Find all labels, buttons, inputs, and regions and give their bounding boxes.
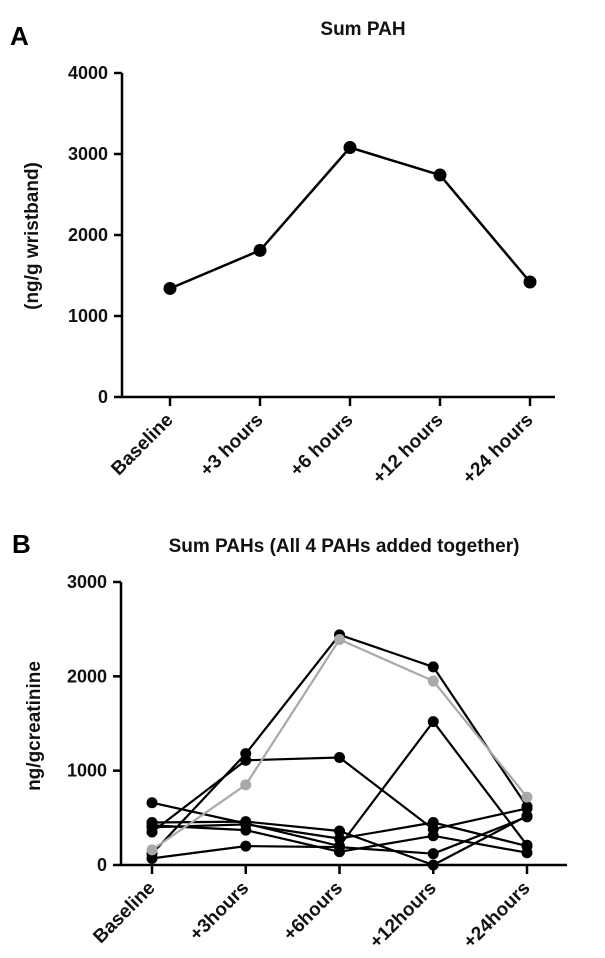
- chart-1-series-3-point: [427, 859, 439, 871]
- chart-1-series-7-point: [334, 846, 345, 858]
- panel-a-letter: A: [10, 21, 29, 51]
- panel-b: B Sum PAHs (All 4 PAHs added together) n…: [12, 529, 567, 953]
- chart-0-y-tick-label: 2000: [68, 225, 108, 245]
- chart-1-series-5-point: [334, 833, 345, 845]
- chart-1-series-2-point: [521, 802, 533, 814]
- chart-1-series-7-point: [240, 824, 252, 836]
- chart-1-series-5-point: [427, 817, 439, 829]
- chart-1-series-1-point: [521, 791, 533, 803]
- chart-1-x-tick-label: Baseline: [89, 878, 159, 948]
- chart-1-y-tick-label: 2000: [67, 666, 107, 686]
- chart-0-series-0-point: [523, 275, 537, 289]
- chart-1-series-4-point: [427, 716, 439, 728]
- chart-b-plot: 0 1000 2000 3000 Baseline +3hours +6hours +12ho…: [67, 572, 567, 953]
- panel-b-letter: B: [12, 529, 31, 559]
- chart-0-x-tick-label: Baseline: [107, 410, 177, 480]
- chart-1-series-2-point: [240, 754, 252, 766]
- chart-1-x-tick-label: +6hours: [280, 878, 347, 945]
- chart-1-series-3-point: [334, 825, 345, 837]
- chart-0-x-tick-label: +24 hours: [459, 410, 538, 489]
- chart-0-y-tick-label: 4000: [68, 63, 108, 83]
- chart-1-series-7-point: [427, 830, 439, 842]
- chart-0-series-0-point: [163, 281, 177, 295]
- chart-1-series-4-point: [146, 797, 158, 809]
- chart-0-y-tick-label: 0: [98, 387, 108, 407]
- chart-0-series-0-point: [253, 243, 267, 257]
- chart-1-x-tick-label: +24hours: [460, 878, 535, 953]
- chart-1-x-tick-label: +12hours: [366, 878, 441, 953]
- chart-0-x-tick-label: +3 hours: [196, 410, 267, 481]
- chart-1-series-1-point: [334, 634, 345, 646]
- chart-1-series-6-point: [427, 848, 439, 860]
- chart-0-series-0-point: [433, 168, 447, 182]
- chart-1-y-tick-label: 0: [97, 855, 107, 875]
- chart-1-series-0-point: [427, 661, 439, 673]
- chart-b-title: Sum PAHs (All 4 PAHs added together): [169, 536, 520, 557]
- chart-1-series-1-point: [146, 844, 158, 856]
- chart-0-y-tick-label: 3000: [68, 144, 108, 164]
- chart-1-y-tick-label: 3000: [67, 572, 107, 592]
- chart-1-series-6-point: [146, 852, 158, 864]
- chart-0-series-0-point: [343, 141, 357, 155]
- chart-a-y-axis-title: (ng/g wristband): [22, 162, 43, 310]
- chart-0-x-tick-label: +12 hours: [369, 410, 448, 489]
- chart-b-y-axis-title: ng/gcreatinine: [24, 661, 45, 791]
- chart-1-series-2-point: [334, 751, 345, 763]
- chart-1-x-tick-label: +3hours: [186, 878, 253, 945]
- chart-0-x-tick-label: +6 hours: [286, 410, 357, 481]
- chart-1-series-1-point: [427, 675, 439, 687]
- chart-0-y-tick-label: 1000: [68, 306, 108, 326]
- chart-1-series-1-line: [151, 638, 528, 851]
- chart-0-series-0-line: [169, 146, 531, 290]
- panel-a: A Sum PAH (ng/g wristband) 0 1000 2000 3000…: [10, 19, 555, 488]
- chart-1-series-1-point: [240, 779, 252, 791]
- chart-a-plot: 0 1000 2000 3000 4000 Baseline +3 hours +6 hour…: [68, 63, 555, 488]
- chart-1-series-6-point: [521, 811, 533, 823]
- chart-a-title: Sum PAH: [320, 19, 405, 40]
- chart-1-series-6-point: [240, 840, 252, 852]
- chart-1-series-7-point: [146, 819, 158, 831]
- chart-1-y-tick-label: 1000: [67, 761, 107, 781]
- chart-1-series-7-point: [521, 847, 533, 859]
